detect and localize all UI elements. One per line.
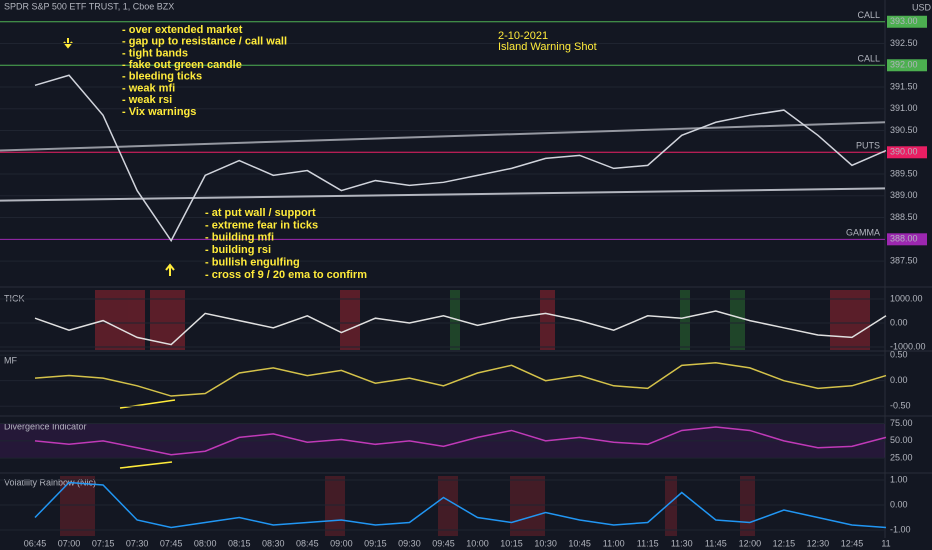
- unit-label: USD: [912, 2, 932, 12]
- note: - extreme fear in ticks: [205, 219, 318, 231]
- price-box: [887, 146, 927, 159]
- y-tick-label: 389.50: [890, 168, 918, 178]
- x-tick-label: 12:30: [807, 538, 830, 548]
- note: - weak mfi: [122, 82, 175, 94]
- x-tick-label: 12:45: [841, 538, 864, 548]
- level-label: CALL: [857, 10, 880, 20]
- chart-title: SPDR S&P 500 ETF TRUST, 1, Cboe BZX: [4, 1, 174, 11]
- note: - bullish engulfing: [205, 257, 300, 269]
- x-tick-label: 10:15: [500, 538, 523, 548]
- series-line: [34, 481, 887, 529]
- y-tick-label: 388.50: [890, 212, 918, 222]
- y-tick-label: 1000.00: [890, 293, 923, 303]
- trend-line: [0, 187, 886, 202]
- y-tick-label: 0.00: [890, 317, 908, 327]
- y-tick-label: 0.00: [890, 499, 908, 509]
- x-tick-label: 11:30: [671, 538, 693, 548]
- pane-title: TICK: [4, 293, 25, 303]
- y-tick-label: -1000.00: [890, 341, 926, 351]
- y-tick-label: 390.00: [890, 147, 918, 157]
- level-label: CALL: [857, 54, 880, 64]
- note: - Vix warnings: [122, 106, 196, 118]
- note: - bleeding ticks: [122, 71, 202, 83]
- price-box: [887, 233, 927, 246]
- x-tick-label: 07:00: [58, 538, 81, 548]
- level-label: GAMMA: [846, 228, 880, 238]
- x-tick-label: 11: [881, 538, 890, 548]
- annotation-date: 2-10-2021: [498, 30, 548, 42]
- y-tick-label: 391.50: [890, 81, 918, 91]
- x-tick-label: 11:00: [603, 538, 625, 548]
- x-tick-label: 09:15: [364, 538, 387, 548]
- y-tick-label: 390.50: [890, 125, 918, 135]
- y-tick-label: 0.50: [890, 349, 908, 359]
- series-line: [34, 426, 887, 456]
- trend-line: [0, 121, 886, 152]
- y-tick-label: 392.00: [890, 60, 918, 70]
- y-tick-label: -1.00: [890, 524, 911, 534]
- y-tick-label: 25.00: [890, 453, 913, 463]
- x-tick-label: 09:45: [432, 538, 455, 548]
- divergence-marker: [119, 461, 173, 469]
- x-tick-label: 10:30: [534, 538, 557, 548]
- series-line: [34, 74, 887, 243]
- x-tick-label: 07:45: [160, 538, 183, 548]
- y-tick-label: -0.50: [890, 401, 911, 411]
- y-tick-label: 50.00: [890, 435, 913, 445]
- price-box: [887, 59, 927, 72]
- note: - over extended market: [122, 24, 243, 36]
- note: - at put wall / support: [205, 207, 316, 219]
- x-tick-label: 08:45: [296, 538, 319, 548]
- pane-title: Volatility Rainbow (Nic): [4, 477, 96, 487]
- price-box: [887, 15, 927, 28]
- series-line: [34, 362, 887, 397]
- x-tick-label: 08:00: [194, 538, 217, 548]
- x-tick-label: 08:30: [262, 538, 285, 548]
- x-tick-label: 12:15: [773, 538, 796, 548]
- arrow-up: [165, 263, 175, 276]
- level-label: PUTS: [856, 141, 880, 151]
- x-tick-label: 10:00: [466, 538, 489, 548]
- note: - building rsi: [205, 244, 271, 256]
- y-tick-label: 0.00: [890, 375, 908, 385]
- y-tick-label: 388.00: [890, 234, 918, 244]
- y-tick-label: 387.50: [890, 255, 918, 265]
- note: - fake out green candle: [122, 59, 242, 71]
- series-line: [34, 310, 887, 346]
- y-tick-label: 75.00: [890, 418, 913, 428]
- x-tick-label: 09:00: [330, 538, 353, 548]
- tick-zones: [95, 290, 870, 350]
- x-tick-label: 09:30: [398, 538, 421, 548]
- note: - gap up to resistance / call wall: [122, 36, 287, 48]
- y-tick-label: 393.00: [890, 16, 918, 26]
- x-tick-label: 11:45: [705, 538, 727, 548]
- x-tick-label: 08:15: [228, 538, 251, 548]
- note: - tight bands: [122, 47, 188, 59]
- pane-title: Divergence Indicator: [4, 421, 87, 431]
- note: - cross of 9 / 20 ema to confirm: [205, 269, 367, 281]
- y-tick-label: 1.00: [890, 474, 908, 484]
- x-tick-label: 12:00: [739, 538, 762, 548]
- note: - weak rsi: [122, 94, 172, 106]
- pane-title: MF: [4, 355, 17, 365]
- annotation-headline: Island Warning Shot: [498, 41, 597, 53]
- x-tick-label: 11:15: [637, 538, 659, 548]
- x-tick-label: 07:15: [92, 538, 115, 548]
- x-tick-label: 06:45: [24, 538, 47, 548]
- note: - building mfi: [205, 232, 274, 244]
- x-tick-label: 07:30: [126, 538, 149, 548]
- x-tick-label: 10:45: [568, 538, 591, 548]
- y-tick-label: 389.00: [890, 190, 918, 200]
- y-tick-label: 392.50: [890, 38, 918, 48]
- y-tick-label: 391.00: [890, 103, 918, 113]
